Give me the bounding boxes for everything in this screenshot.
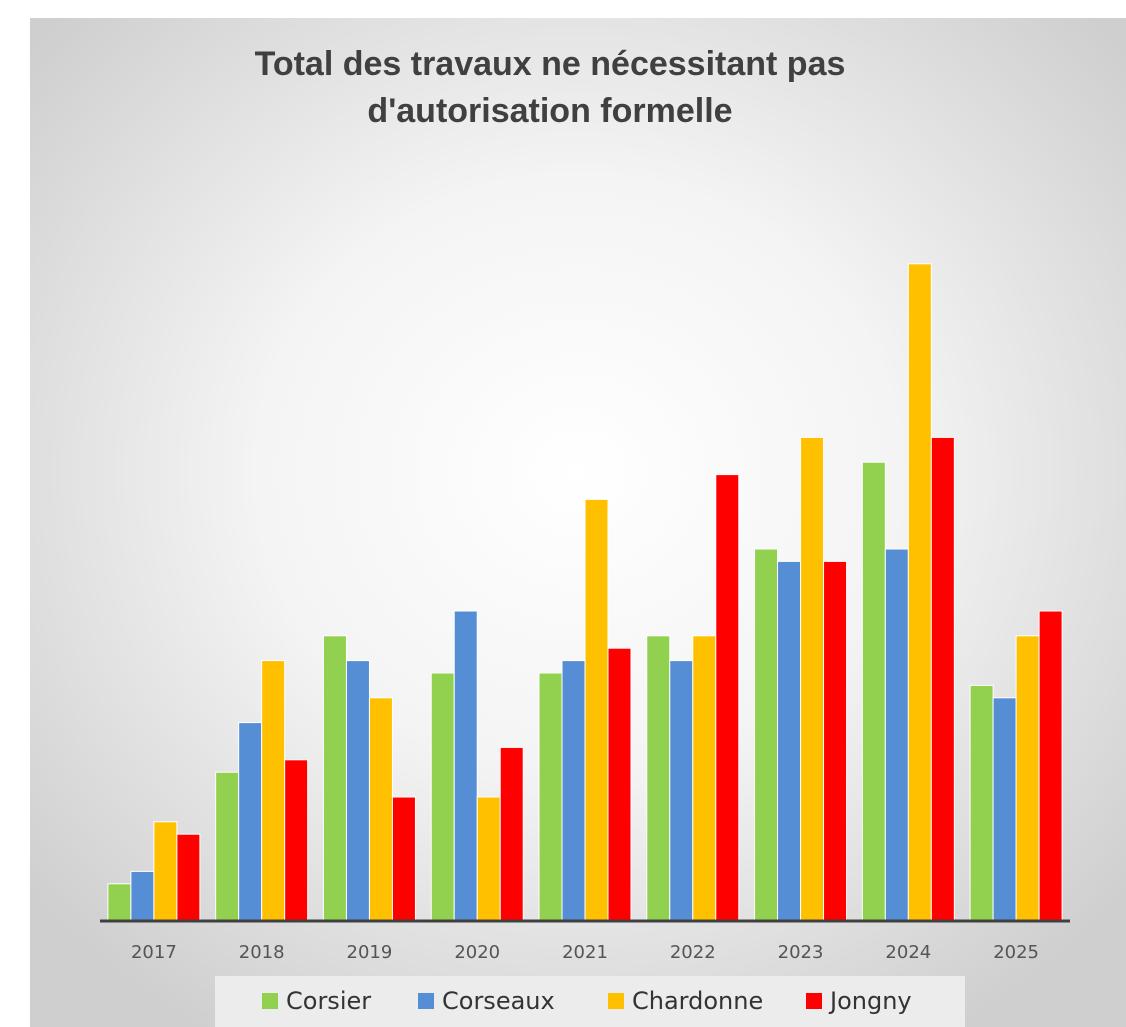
legend-swatch [418, 993, 434, 1009]
bar [153, 821, 178, 922]
bar [715, 474, 740, 922]
legend-swatch [262, 993, 278, 1009]
bar [754, 548, 779, 922]
bar [561, 660, 586, 922]
bar [930, 436, 955, 922]
bar [823, 560, 848, 922]
legend-label: Corseaux [442, 987, 555, 1015]
bar [777, 560, 802, 922]
legend-box [215, 976, 965, 1027]
bar [969, 684, 994, 922]
bar [992, 697, 1017, 922]
bar [284, 759, 309, 922]
bar [430, 672, 455, 922]
bar [584, 498, 609, 922]
bar [261, 660, 286, 922]
bar [322, 635, 347, 922]
bar [607, 647, 632, 922]
bar [107, 883, 132, 922]
bar [884, 548, 909, 922]
chart-title: Total des travaux ne nécessitant pas [255, 45, 846, 83]
bar [215, 771, 240, 922]
bar [692, 635, 717, 922]
bar [238, 722, 263, 922]
x-tick-label: 2018 [239, 942, 285, 963]
legend-label: Jongny [828, 987, 912, 1015]
bar [499, 746, 524, 922]
bar [669, 660, 694, 922]
x-tick-label: 2017 [131, 942, 177, 963]
legend-swatch [806, 993, 822, 1009]
legend-swatch [608, 993, 624, 1009]
bar [646, 635, 671, 922]
x-tick-label: 2022 [670, 942, 716, 963]
bar [1015, 635, 1040, 922]
bar [345, 660, 370, 922]
bar [368, 697, 393, 922]
bar [130, 870, 155, 922]
bar [861, 461, 886, 922]
legend-label: Chardonne [632, 987, 763, 1015]
bar [476, 796, 501, 922]
bar [1038, 610, 1063, 922]
x-tick-label: 2025 [993, 942, 1039, 963]
chart-title: d'autorisation formelle [367, 92, 732, 130]
bar [538, 672, 563, 922]
x-tick-label: 2021 [562, 942, 608, 963]
bar [453, 610, 478, 922]
x-tick-label: 2019 [347, 942, 393, 963]
bar [391, 796, 416, 922]
x-tick-label: 2023 [778, 942, 824, 963]
legend-label: Corsier [286, 987, 371, 1015]
bar [176, 833, 201, 922]
bar [907, 263, 932, 922]
bar [800, 436, 825, 922]
x-tick-label: 2020 [454, 942, 500, 963]
x-tick-label: 2024 [885, 942, 931, 963]
